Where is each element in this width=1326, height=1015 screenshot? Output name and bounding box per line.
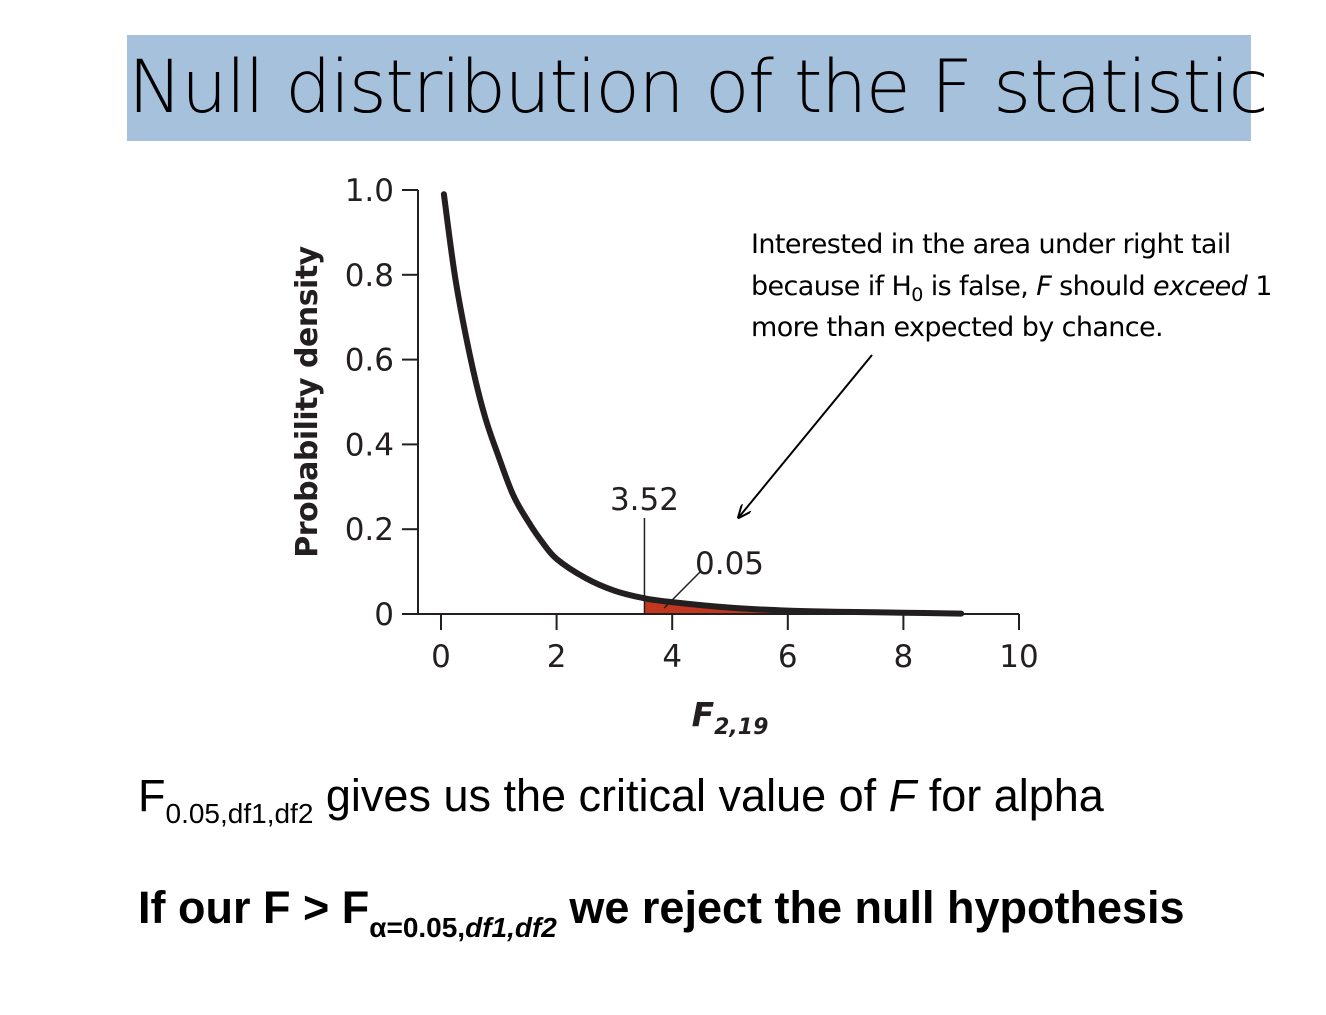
tail-area-leader	[663, 571, 701, 609]
annotation-arrow	[739, 354, 873, 517]
decision-rule: If our F > Fα=0.05,df1,df2 we reject the…	[138, 882, 1185, 943]
y-tick-label: 0.4	[345, 427, 394, 463]
slide-title: Null distribution of the F statistic	[128, 45, 1269, 130]
y-tick-label: 0.2	[345, 512, 394, 548]
tail-area-label: 0.05	[695, 546, 764, 582]
y-tick-label: 0.8	[345, 258, 394, 294]
y-tick-label: 0.6	[345, 343, 394, 379]
annotation-line-3: more than expected by chance.	[751, 312, 1164, 343]
y-axis-label: Probability density	[290, 245, 325, 557]
annotation-line-1: Interested in the area under right tail	[751, 229, 1231, 260]
critical-value-label: 3.52	[610, 482, 679, 518]
y-tick-label: 1.0	[345, 173, 394, 209]
x-tick-label: 8	[894, 639, 914, 675]
y-tick-label: 0	[374, 597, 394, 633]
density-curve	[440, 191, 965, 617]
x-tick-label: 0	[431, 639, 451, 675]
x-tick-label: 10	[999, 639, 1038, 675]
critical-value-explanation: F0.05,df1,df2 gives us the critical valu…	[138, 770, 1104, 829]
x-axis-label: F2,19	[692, 695, 769, 740]
annotation-text: Interested in the area under right tail …	[751, 224, 1326, 349]
x-tick-label: 2	[547, 639, 567, 675]
x-tick-label: 6	[778, 639, 798, 675]
x-tick-label: 4	[662, 639, 682, 675]
title-band	[127, 35, 1251, 141]
annotation-line-2: because if H0 is false, F should exceed …	[751, 270, 1272, 306]
